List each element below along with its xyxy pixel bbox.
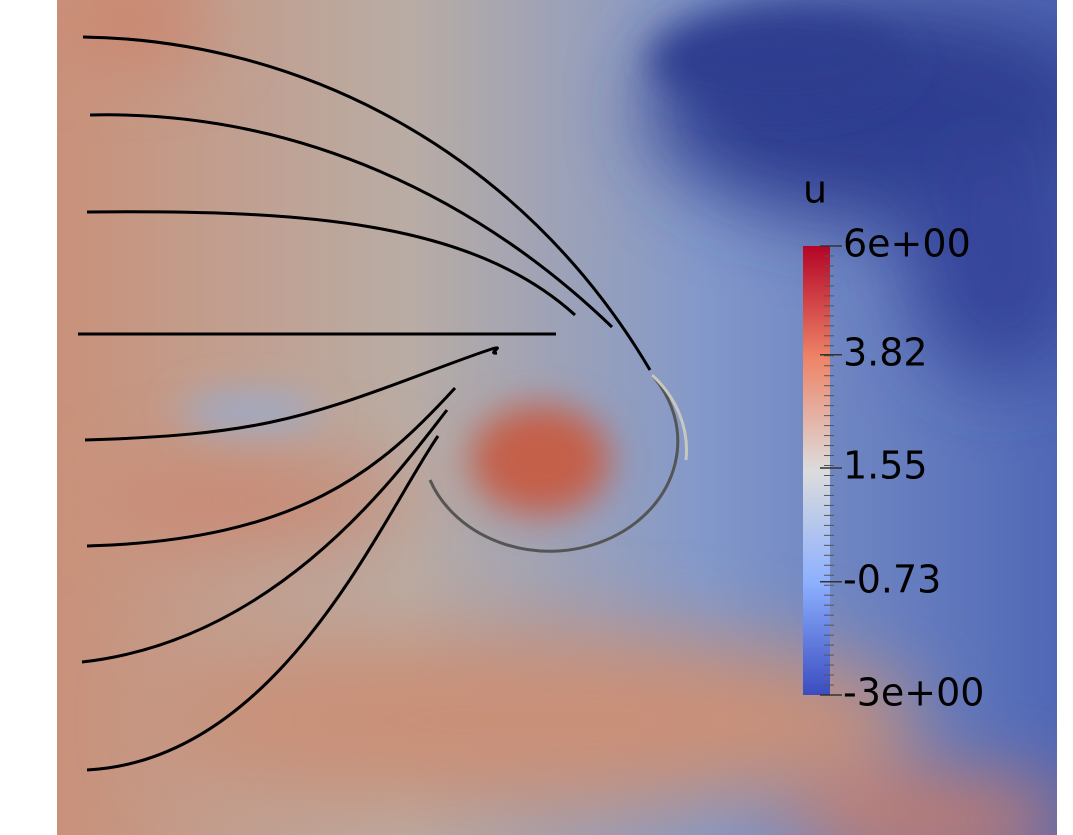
tick-label: -0.73 [843,557,941,601]
colorbar-title: u [803,168,827,212]
circle-trace-light [650,373,688,461]
color-legend: u 6e+00 3.82 1.55 -0.73 -3e+00 [803,168,984,715]
circle-trace [428,374,680,553]
tick-label: 6e+00 [843,222,971,266]
tick-label: 3.82 [843,330,928,374]
tick-label: 1.55 [843,444,928,488]
tick-label: -3e+00 [843,671,984,715]
colorbar [803,246,830,695]
streamlines [78,35,652,772]
